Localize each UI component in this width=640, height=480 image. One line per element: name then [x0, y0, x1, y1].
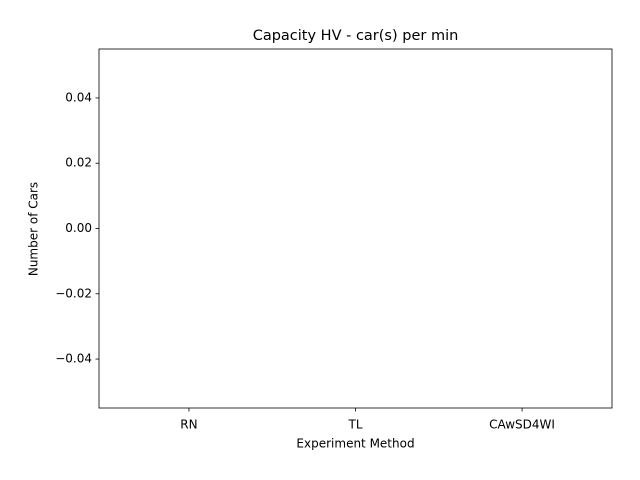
y-axis-label: Number of Cars: [27, 182, 41, 276]
y-tick-label: 0.04: [65, 90, 92, 104]
y-tick-label: −0.04: [55, 352, 92, 366]
plot-frame: [98, 48, 613, 409]
y-tick-label: −0.02: [55, 286, 92, 300]
y-tick-label: 0.02: [65, 156, 92, 170]
x-tick-label: CAwSD4WI: [489, 418, 555, 432]
chart-title: Capacity HV - car(s) per min: [253, 28, 459, 44]
x-tick-label: TL: [347, 418, 362, 432]
x-axis-label: Experiment Method: [296, 437, 414, 451]
x-tick-label: RN: [180, 418, 197, 432]
y-tick-label: 0.00: [65, 221, 92, 235]
